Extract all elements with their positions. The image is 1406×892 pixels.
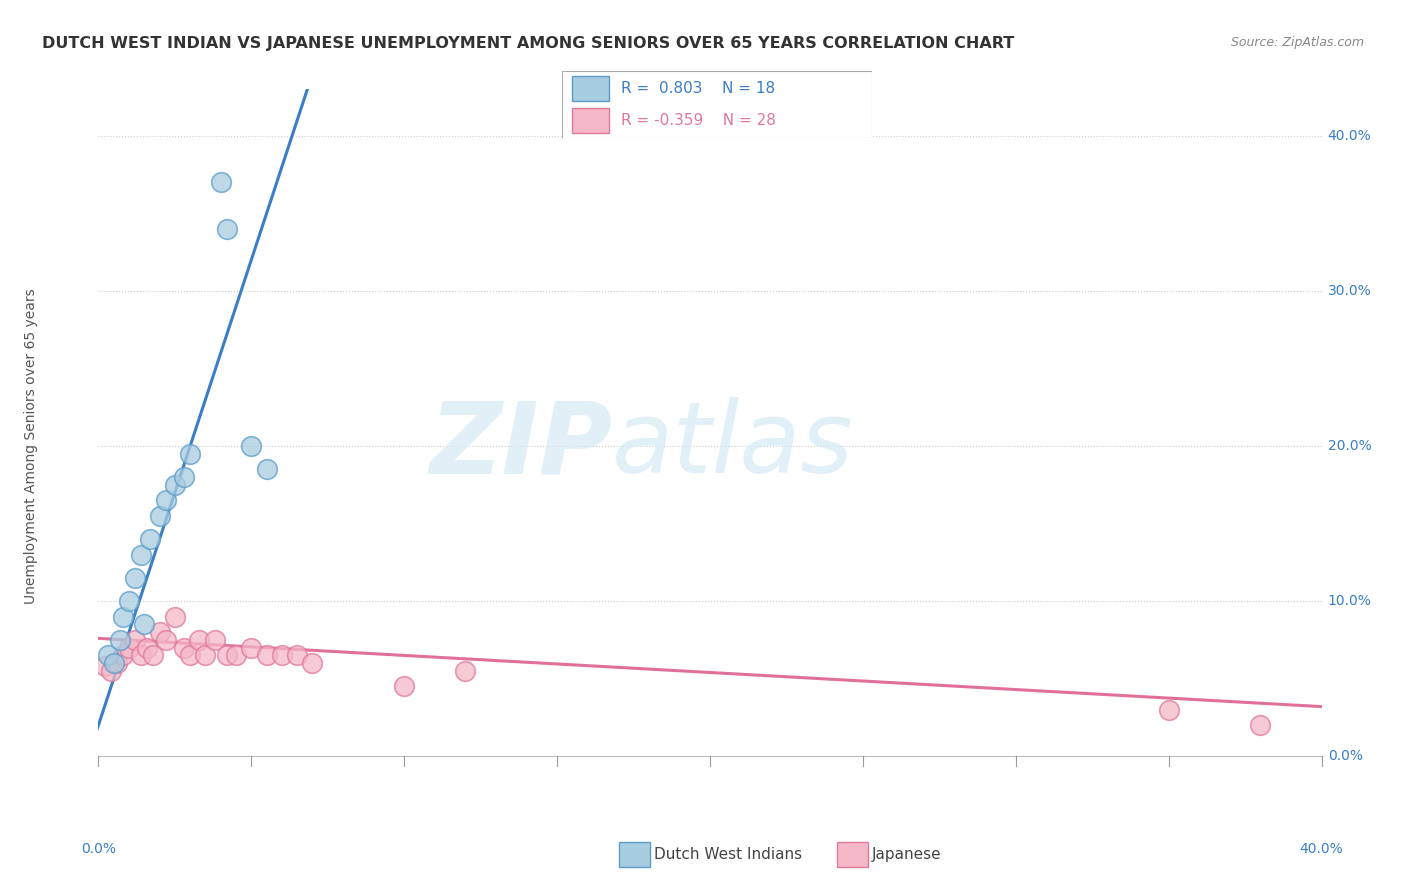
- Text: 0.0%: 0.0%: [1327, 749, 1362, 764]
- Point: [179, 447, 201, 461]
- Text: R = -0.359    N = 28: R = -0.359 N = 28: [621, 113, 776, 128]
- Point: [301, 656, 323, 670]
- Text: Source: ZipAtlas.com: Source: ZipAtlas.com: [1230, 36, 1364, 49]
- Text: 40.0%: 40.0%: [1327, 128, 1371, 143]
- Point: [209, 175, 232, 189]
- Point: [93, 659, 115, 673]
- Point: [225, 648, 247, 663]
- Point: [118, 640, 141, 655]
- Point: [163, 609, 186, 624]
- FancyBboxPatch shape: [562, 71, 872, 138]
- Text: 30.0%: 30.0%: [1327, 284, 1371, 298]
- Text: 40.0%: 40.0%: [1299, 842, 1344, 856]
- Point: [256, 648, 278, 663]
- Point: [149, 508, 172, 523]
- Point: [100, 664, 122, 678]
- Point: [134, 617, 156, 632]
- Point: [124, 632, 146, 647]
- Point: [136, 640, 159, 655]
- Text: Unemployment Among Seniors over 65 years: Unemployment Among Seniors over 65 years: [24, 288, 38, 604]
- Point: [256, 462, 278, 476]
- Text: Dutch West Indians: Dutch West Indians: [654, 847, 801, 862]
- Point: [105, 656, 128, 670]
- Point: [1249, 718, 1271, 732]
- Point: [194, 648, 217, 663]
- Point: [204, 632, 226, 647]
- Point: [173, 470, 195, 484]
- Point: [124, 571, 146, 585]
- Point: [188, 632, 211, 647]
- Point: [111, 609, 134, 624]
- Point: [111, 648, 134, 663]
- Text: Japanese: Japanese: [872, 847, 942, 862]
- Point: [129, 548, 152, 562]
- Point: [142, 648, 165, 663]
- Point: [108, 632, 131, 647]
- Text: 10.0%: 10.0%: [1327, 594, 1372, 608]
- Point: [1157, 703, 1180, 717]
- Point: [139, 532, 162, 546]
- Point: [215, 222, 238, 236]
- Point: [155, 493, 177, 508]
- Point: [173, 640, 195, 655]
- Text: ZIP: ZIP: [429, 398, 612, 494]
- Point: [155, 632, 177, 647]
- Text: R =  0.803    N = 18: R = 0.803 N = 18: [621, 81, 775, 96]
- Point: [103, 656, 125, 670]
- Point: [149, 625, 172, 640]
- FancyBboxPatch shape: [572, 76, 609, 101]
- Point: [97, 648, 120, 663]
- Point: [215, 648, 238, 663]
- Point: [392, 680, 416, 694]
- Text: DUTCH WEST INDIAN VS JAPANESE UNEMPLOYMENT AMONG SENIORS OVER 65 YEARS CORRELATI: DUTCH WEST INDIAN VS JAPANESE UNEMPLOYME…: [42, 36, 1015, 51]
- Point: [129, 648, 152, 663]
- Point: [270, 648, 292, 663]
- Point: [285, 648, 308, 663]
- Text: 0.0%: 0.0%: [82, 842, 115, 856]
- Point: [163, 477, 186, 491]
- Point: [179, 648, 201, 663]
- Point: [240, 439, 263, 453]
- FancyBboxPatch shape: [572, 108, 609, 133]
- Point: [118, 594, 141, 608]
- Text: 20.0%: 20.0%: [1327, 439, 1371, 453]
- Text: atlas: atlas: [612, 398, 853, 494]
- Point: [454, 664, 477, 678]
- Point: [240, 640, 263, 655]
